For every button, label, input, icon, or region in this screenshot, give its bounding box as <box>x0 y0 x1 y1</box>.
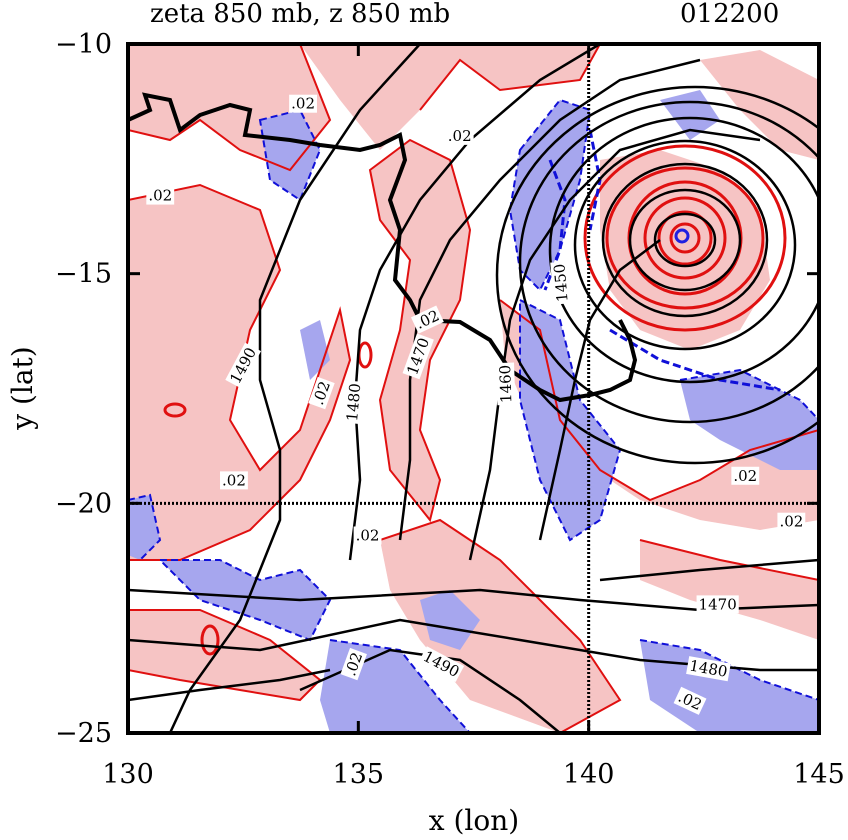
contour-label: .02 <box>289 94 317 113</box>
geopotential-contours <box>128 44 819 733</box>
axis-ticks: 130 135 140 145 −10 −15 −20 −25 <box>55 29 845 790</box>
x-tick-label: 130 <box>102 759 154 790</box>
contour-label-background <box>418 646 465 682</box>
contour-label-text: .02 <box>356 526 380 544</box>
x-axis-label: x (lon) <box>429 804 519 837</box>
x-tick-label: 135 <box>333 759 385 790</box>
contour-label-text: 1480 <box>343 382 364 422</box>
contour-label-text: 1460 <box>496 365 515 404</box>
contour-label: 1450 <box>550 261 572 305</box>
plot-frame <box>126 42 821 735</box>
contour-label-background <box>411 305 444 334</box>
contour-label-background <box>402 333 434 380</box>
contour-label: 1470 <box>696 595 739 614</box>
contour-label-background <box>445 126 474 145</box>
contour-label-background <box>340 647 367 681</box>
contour-label: .02 <box>353 526 382 545</box>
contour-label: .02 <box>146 186 175 205</box>
contour-label-text: .02 <box>222 471 246 489</box>
contour-label: .02 <box>731 466 760 485</box>
contour-label: .02 <box>220 471 248 490</box>
contour-label-background <box>777 512 806 531</box>
x-tick-label: 140 <box>563 759 615 790</box>
negative-vorticity-fill <box>128 90 819 733</box>
y-tick-label: −10 <box>55 29 112 60</box>
y-tick-label: −20 <box>55 488 112 519</box>
x-tick-label: 145 <box>793 759 845 790</box>
time-label: 012200 <box>680 0 779 29</box>
coastline <box>128 92 638 403</box>
contour-label-text: 1450 <box>550 263 571 303</box>
contour-label-background <box>220 471 248 490</box>
contour-label-background <box>289 94 317 113</box>
contour-label-background <box>342 380 365 425</box>
contour-label-background <box>686 656 731 682</box>
contour-label-background <box>673 686 707 715</box>
contour-label: 1460 <box>496 362 516 406</box>
contour-label-text: .02 <box>291 95 315 113</box>
contour-label-text: .02 <box>779 513 803 531</box>
contour-label-background <box>696 595 739 614</box>
contour-label-text: .02 <box>733 467 757 485</box>
y-axis-label: y (lat) <box>6 346 39 430</box>
contour-label-text: .02 <box>148 187 172 205</box>
y-tick-label: −25 <box>55 718 112 749</box>
contour-label-text: 1470 <box>699 595 737 613</box>
chart-title: zeta 850 mb, z 850 mb <box>150 0 450 29</box>
contour-label-text: .02 <box>448 127 472 145</box>
contour-label-background <box>550 261 572 305</box>
contour-label-background <box>731 466 760 485</box>
contour-label-background <box>225 342 262 389</box>
contour-label-background <box>308 376 335 410</box>
reference-lines <box>128 44 819 733</box>
y-tick-label: −15 <box>55 259 112 290</box>
contour-label-background <box>496 362 516 406</box>
contour-label-background <box>353 526 382 545</box>
contour-label: 1480 <box>342 380 365 425</box>
contour-label: .02 <box>445 126 474 145</box>
contour-label: .02 <box>777 512 806 531</box>
contour-label-background <box>146 186 175 205</box>
